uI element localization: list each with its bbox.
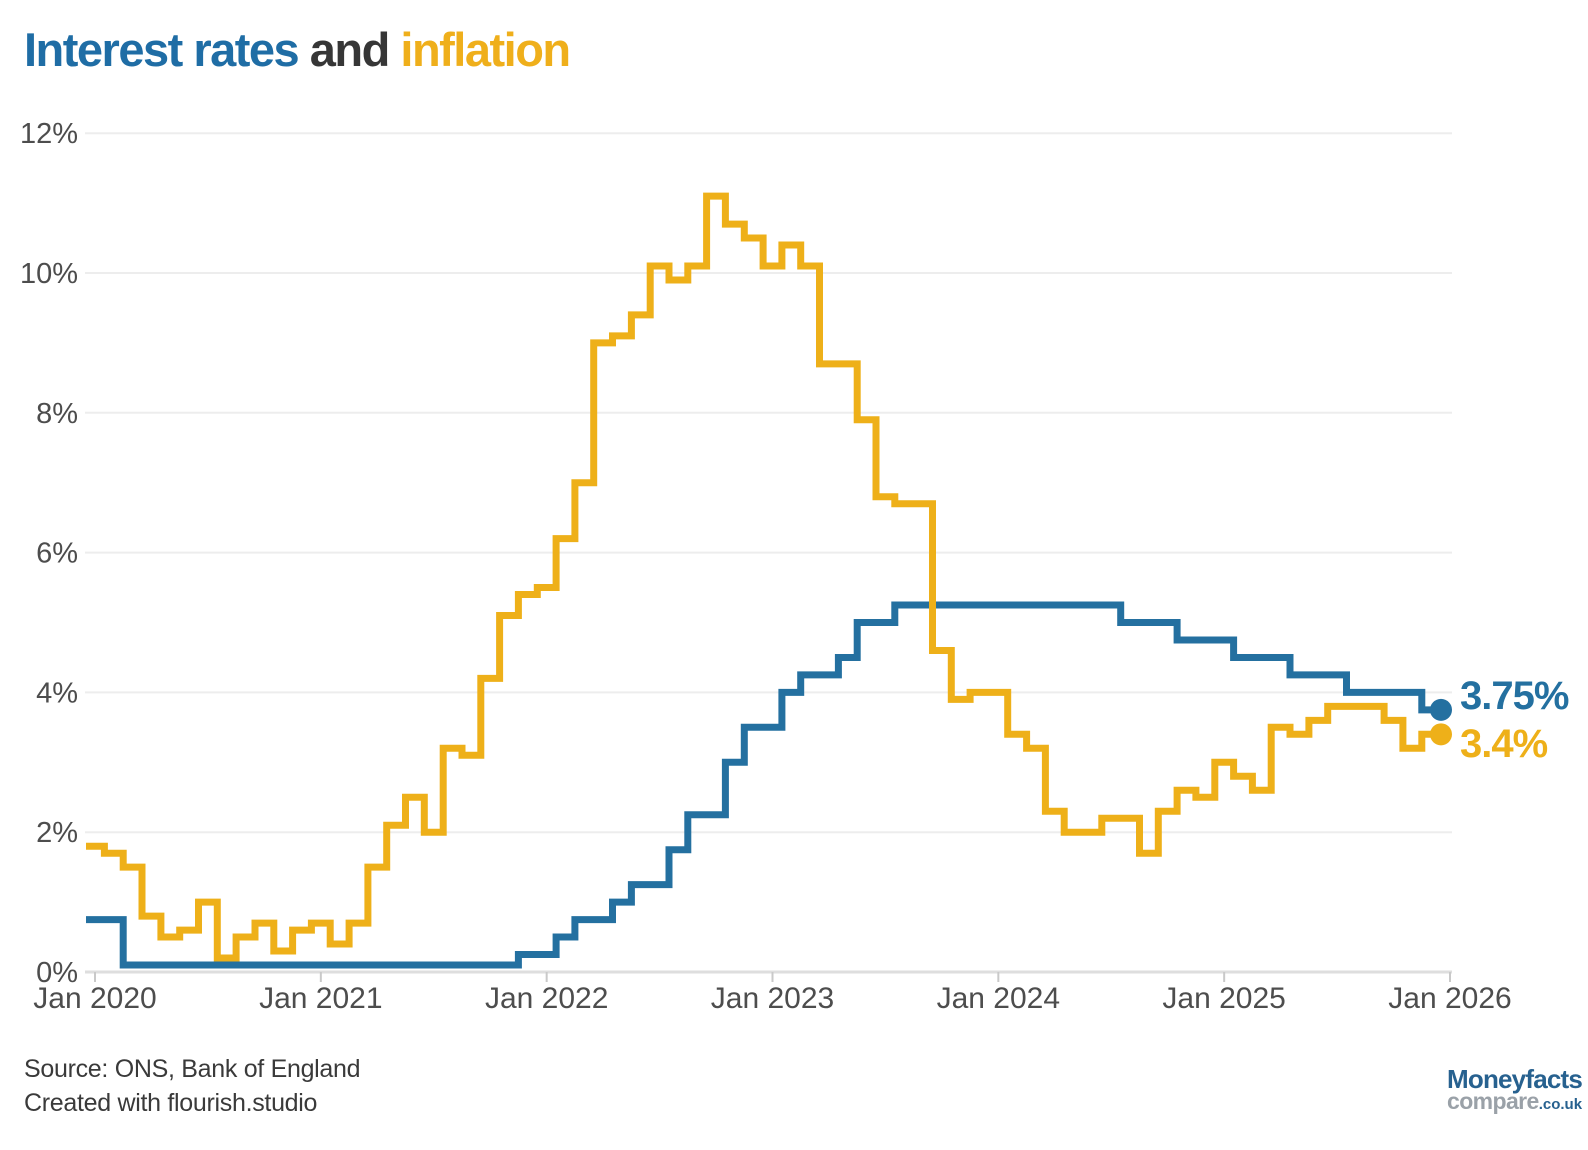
x-tick-label: Jan 2024 <box>937 982 1060 1015</box>
created-with-note: Created with flourish.studio <box>24 1089 318 1117</box>
y-tick-label: 0% <box>36 957 78 989</box>
interest-rate-end-dot <box>1430 698 1452 721</box>
inflation-end-dot <box>1430 723 1452 746</box>
x-tick-label: Jan 2026 <box>1388 982 1511 1015</box>
y-tick-label: 10% <box>20 258 78 290</box>
x-tick-label: Jan 2023 <box>711 982 834 1015</box>
x-tick-label: Jan 2020 <box>33 982 156 1015</box>
moneyfacts-logo: Moneyfacts compare.co.uk <box>1447 1064 1583 1114</box>
interest-rate-end-label: 3.75% <box>1460 674 1569 718</box>
title-interest-rates: Interest rates <box>24 23 300 76</box>
title-and: and <box>298 23 401 76</box>
logo-compare-text: compare.co.uk <box>1447 1088 1583 1114</box>
x-tick-label: Jan 2025 <box>1162 982 1285 1015</box>
x-tick-label: Jan 2022 <box>485 982 608 1015</box>
footer: Source: ONS, Bank of England Created wit… <box>24 1052 361 1120</box>
y-tick-label: 4% <box>36 677 78 709</box>
interest-rate-line <box>86 601 1441 969</box>
title-inflation: inflation <box>400 23 571 76</box>
y-tick-label: 2% <box>36 817 78 849</box>
source-note: Source: ONS, Bank of England <box>24 1055 361 1083</box>
y-tick-label: 8% <box>36 398 78 430</box>
inflation-end-label: 3.4% <box>1460 722 1548 766</box>
x-tick-label: Jan 2021 <box>259 982 382 1015</box>
chart-title: Interest rates and inflation <box>24 22 571 77</box>
y-tick-label: 6% <box>36 538 78 570</box>
y-tick-label: 12% <box>20 118 78 150</box>
inflation-line <box>86 192 1441 962</box>
logo-moneyfacts-text: Moneyfacts <box>1447 1064 1583 1094</box>
